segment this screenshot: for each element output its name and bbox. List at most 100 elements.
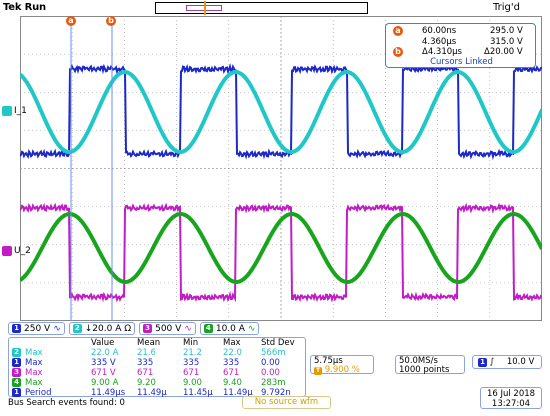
date: 16 Jul 2018 [486,389,536,399]
cursor-a-icon: a [393,26,403,36]
bus-search-status: Bus Search events found: 0 [8,398,125,408]
channel-3-ground-marker[interactable] [2,246,12,256]
sample-rate: 50.0MS/s [399,356,438,366]
col-value: Value [91,338,115,348]
channel-1-label: I_1 [2,106,27,116]
col-max: Max [223,338,241,348]
channel-scale-bar: 1 250 V ∿ 2 ↓20.0 A Ω 3 500 V ∿ 4 10.0 A… [8,322,260,336]
col-mean: Mean [137,338,161,348]
channel-1-scale-text: 250 V [24,323,51,334]
measurement-row[interactable]: 1 Period 11.49µs 11.49µ 11.45µ 11.49µ 9.792n [9,388,305,398]
top-status-bar: Tek Run Trig'd [0,0,550,16]
channel-3-scale-text: 500 V [155,323,182,334]
horizontal-scale-box[interactable]: 5.75µs T 9.900 % [310,355,374,375]
measurement-name: Max [25,348,43,358]
measurement-value: 9.00 A [91,378,119,388]
channel-1-badge: 1 [12,324,21,333]
channel-1-coupling-icon: ∿ [53,323,61,334]
channel-3-label: U_2 [2,246,31,256]
cursor-b-value: 315.0 V [490,37,523,47]
measurement-table[interactable]: Value Mean Min Max Std Dev 2 Max 22.0 A 21.… [8,337,306,398]
measurement-min: 11.45µ [183,388,213,398]
channel-3-badge: 3 [143,324,153,333]
cursor-delta-value: Δ20.00 V [484,47,523,57]
trigger-source-badge: 1 [478,358,487,367]
measurement-row[interactable]: 3 Max 671 V 671 671 671 0.00 [9,368,305,378]
channel-4-scale[interactable]: 4 10.0 A ∿ [199,322,260,335]
trigger-position-icon: T [314,367,322,375]
no-source-warning: No source wfm [242,396,331,409]
measurement-std: 9.792n [261,388,291,398]
cursor-b-icon: b [393,47,403,57]
measurement-min: 21.2 [183,348,202,358]
measurement-channel-badge: 1 [12,388,21,397]
channel-3-coupling-icon: ∿ [184,323,192,334]
col-std-dev: Std Dev [261,338,295,348]
cursors-linked-text: Cursors Linked [430,57,493,67]
trigger-box[interactable]: 1 ∫ 10.0 V [472,355,542,369]
graticule-grid [20,16,542,321]
measurement-max: 671 [223,368,240,378]
measurement-min: 335 [183,358,200,368]
cursor-b-marker[interactable]: b [106,16,116,26]
channel-4-scale-text: 10.0 A [215,323,245,334]
record-view-bar[interactable] [155,1,368,15]
measurement-std: 283m [261,378,286,388]
record-length: 1000 points [399,365,450,375]
measurement-mean: 335 [137,358,154,368]
channel-1-name: I_1 [14,106,27,116]
measurement-name: Period [25,388,52,398]
channel-1-scale[interactable]: 1 250 V ∿ [8,322,65,335]
measurement-row[interactable]: 2 Max 22.0 A 21.6 21.2 22.0 566m [9,348,305,358]
measurement-std: 0.00 [261,358,280,368]
trigger-status: Trig'd [493,2,520,13]
channel-3-name: U_2 [14,246,31,256]
cursor-b-time: 4.360µs [422,37,457,47]
acquisition-status: Tek Run [3,2,46,13]
measurement-channel-badge: 2 [12,348,21,357]
measurement-mean: 11.49µ [137,388,167,398]
measurement-row[interactable]: 4 Max 9.00 A 9.20 9.00 9.40 283m [9,378,305,388]
channel-2-scale[interactable]: 2 ↓20.0 A Ω [68,322,136,335]
horizontal-position: 9.900 % [324,365,360,375]
channel-2-scale-text: ↓20.0 A Ω [84,323,132,334]
channel-2-trace[interactable] [20,70,542,154]
measurement-max: 335 [223,358,240,368]
measurement-min: 671 [183,368,200,378]
channel-3-trace[interactable] [20,202,542,303]
measurement-min: 9.00 [183,378,202,388]
cursor-readout[interactable]: a 60.00ns 295.0 V 4.360µs 315.0 V b Δ4.3… [385,23,536,68]
acquisition-box[interactable]: 50.0MS/s 1000 points [395,355,465,375]
channel-4-coupling-icon: ∿ [247,323,256,334]
measurement-channel-badge: 1 [12,358,21,367]
measurement-mean: 21.6 [137,348,156,358]
measurement-row[interactable]: 1 Max 335 V 335 335 335 0.00 [9,358,305,368]
measurement-max: 9.40 [223,378,242,388]
measurement-max: 11.49µ [223,388,253,398]
trigger-position-marker [204,1,206,15]
trigger-level: 10.0 V [506,357,535,367]
measurement-std: 566m [261,348,286,358]
measurement-name: Max [25,368,43,378]
channel-2-badge: 2 [72,324,82,333]
channel-3-scale[interactable]: 3 500 V ∿ [139,322,196,335]
waveform-display[interactable] [20,16,542,321]
measurement-std: 0.00 [261,368,280,378]
cursor-a-value: 295.0 V [490,26,523,36]
time: 13:27:04 [491,399,531,409]
trigger-slope-icon: ∫ [489,357,495,367]
cursor-a-marker[interactable]: a [66,16,76,26]
measurement-header: Value Mean Min Max Std Dev [9,338,305,348]
waveform-graticule[interactable] [20,16,542,321]
measurement-value: 335 V [91,358,116,368]
channel-4-trace[interactable] [20,212,542,284]
channel-4-badge: 4 [203,324,213,333]
measurement-name: Max [25,378,43,388]
cursor-delta-time: Δ4.310µs [422,47,462,57]
channel-2-ground-marker[interactable] [2,106,12,116]
measurement-channel-badge: 4 [12,378,21,387]
measurement-name: Max [25,358,43,368]
date-time-box[interactable]: 16 Jul 2018 13:27:04 [480,387,542,409]
measurement-mean: 9.20 [137,378,156,388]
measurement-value: 671 V [91,368,116,378]
